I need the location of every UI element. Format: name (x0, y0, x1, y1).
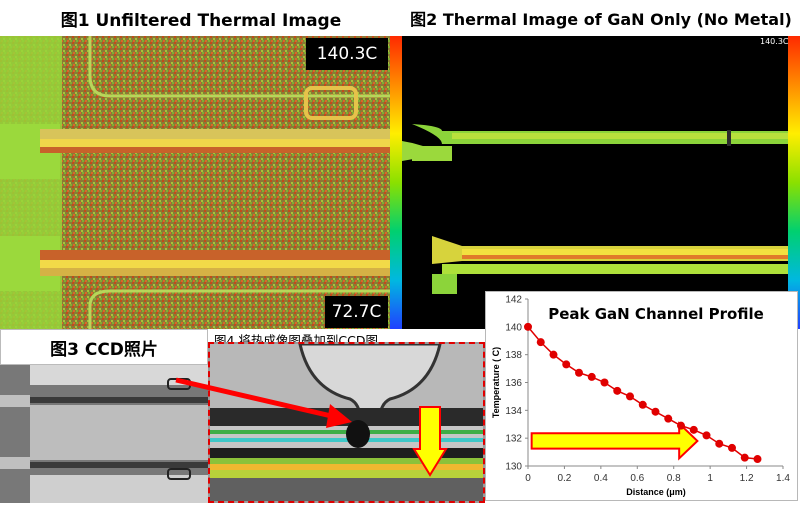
x-tick-label: 0.2 (557, 473, 571, 484)
panel1-min-label: 72.7C (325, 296, 388, 328)
x-tick-label: 1 (707, 473, 713, 484)
data-point (677, 421, 685, 430)
unfiltered-thermal-graphic (0, 36, 390, 329)
color-scale-bar-2 (788, 36, 800, 329)
data-point (715, 439, 724, 448)
x-tick-label: 0.4 (594, 473, 608, 484)
data-point (562, 360, 571, 369)
y-tick-label: 134 (505, 406, 522, 417)
x-tick-label: 0 (525, 473, 531, 484)
chart-panel: 130 132 134 136 138 140 142 0 0.2 0.4 0.6 0.8 1 1.2 1.… (485, 291, 798, 501)
data-point (638, 400, 647, 409)
data-point (740, 453, 749, 462)
peak-gan-channel-profile-chart: 130 132 134 136 138 140 142 0 0.2 0.4 0.6 0.8 1 1.2 1.… (491, 295, 790, 498)
data-point (753, 455, 762, 464)
panel2-max-label: 140.3C (760, 37, 789, 46)
data-point (536, 338, 545, 347)
gan-only-thermal-graphic (402, 36, 788, 294)
panel1-max-label: 140.3C (306, 38, 388, 70)
unfiltered-thermal-image (0, 36, 390, 329)
y-tick-label: 130 (505, 462, 522, 473)
panel2-caption-text: 图2 Thermal Image of GaN Only (No Metal) (410, 10, 792, 29)
y-tick-label: 138 (505, 350, 522, 361)
x-tick-label: 1.2 (740, 473, 754, 484)
x-tick-label: 1.4 (776, 473, 790, 484)
data-point (702, 431, 711, 440)
red-arrow-shaft (175, 377, 341, 421)
red-pointer-arrow (175, 377, 352, 428)
data-point (626, 392, 634, 401)
ccd-photo (0, 365, 208, 503)
red-arrow-head (326, 404, 352, 428)
chart-title: Peak GaN Channel Profile (548, 305, 764, 323)
y-tick-label: 140 (505, 322, 522, 333)
ccd-photo-graphic (0, 365, 208, 503)
data-point (575, 368, 583, 377)
data-point (524, 322, 532, 331)
yellow-right-arrow (530, 421, 699, 461)
x-tick-label: 0.6 (630, 473, 644, 484)
panel1-min-text: 72.7C (331, 302, 382, 322)
yellow-down-arrow (412, 406, 448, 477)
data-point (549, 350, 558, 359)
data-point (728, 443, 736, 452)
data-point (689, 425, 698, 434)
gan-only-thermal-image (402, 36, 788, 329)
color-scale-bar-1 (390, 36, 402, 329)
panel1-caption-text: 图1 Unfiltered Thermal Image (60, 10, 342, 31)
y-axis-label: Temperature ( C) (491, 347, 501, 418)
data-point (613, 386, 622, 395)
panel1-max-text: 140.3C (316, 44, 378, 64)
y-tick-label: 142 (505, 295, 522, 306)
y-tick-label: 132 (505, 434, 522, 445)
panel3-caption-text: 图3 CCD照片 (50, 339, 158, 360)
x-tick-label: 0.8 (667, 473, 681, 484)
data-point (587, 372, 596, 381)
data-point (651, 407, 660, 416)
panel1-caption: 图1 Unfiltered Thermal Image (0, 0, 404, 36)
data-point (600, 378, 609, 387)
y-tick-label: 136 (505, 378, 522, 389)
data-point (664, 414, 673, 423)
panel3-caption: 图3 CCD照片 (0, 329, 208, 365)
x-axis-label: Distance (μm) (626, 487, 686, 497)
panel2-caption: 图2 Thermal Image of GaN Only (No Metal) (402, 0, 800, 36)
panel2-max-text: 140.3C (760, 37, 789, 46)
